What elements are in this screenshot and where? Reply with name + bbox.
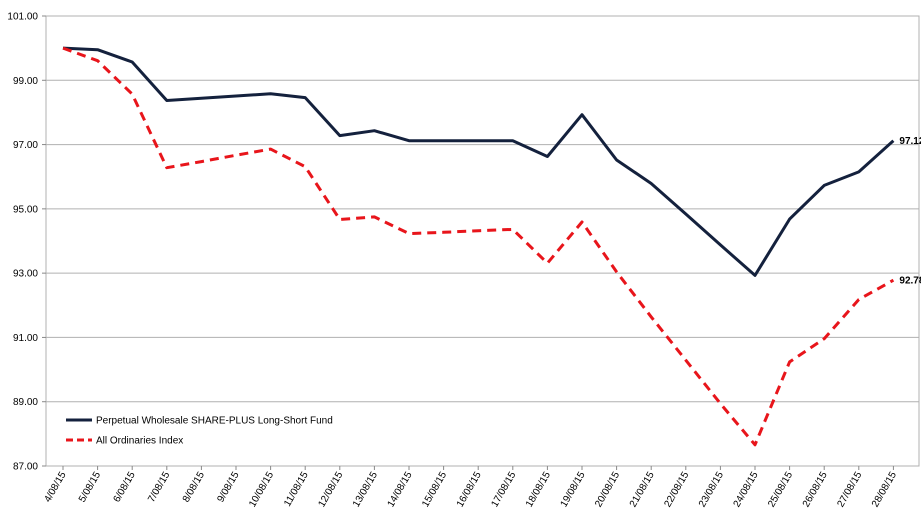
legend: Perpetual Wholesale SHARE-PLUS Long-Shor… — [66, 416, 333, 447]
x-axis-ticks: 4/08/15 5/08/15 6/08/15 7/08/15 8/08/15 9/08/… — [42, 466, 899, 509]
series-line — [62, 46, 895, 447]
x-tick-label: 18/08/15 — [524, 470, 553, 510]
legend-label: All Ordinaries Index — [96, 436, 183, 447]
y-tick-label: 89.00 — [13, 397, 38, 408]
x-tick-label: 25/08/15 — [766, 470, 795, 510]
y-tick-label: 95.00 — [13, 204, 38, 215]
y-axis-ticks: 87.00 89.00 91.00 93.00 95.00 97.00 99.00 101.0… — [7, 12, 46, 473]
end-label: 92.78 — [899, 276, 921, 287]
x-tick-label: 15/08/15 — [420, 470, 449, 510]
y-tick-label: 101.00 — [7, 12, 38, 23]
y-tick-label: 93.00 — [13, 269, 38, 280]
x-tick-label: 17/08/15 — [489, 470, 518, 510]
x-tick-label: 26/08/15 — [801, 470, 830, 510]
x-tick-label: 16/08/15 — [455, 470, 484, 510]
y-tick-label: 99.00 — [13, 76, 38, 87]
x-tick-label: 7/08/15 — [146, 470, 172, 505]
y-tick-label: 91.00 — [13, 333, 38, 344]
x-tick-label: 9/08/15 — [215, 470, 241, 505]
x-tick-label: 21/08/15 — [628, 470, 657, 510]
y-tick-label: 97.00 — [13, 140, 38, 151]
x-tick-label: 14/08/15 — [386, 470, 415, 510]
x-tick-label: 19/08/15 — [559, 470, 588, 510]
plot-area — [45, 15, 920, 467]
legend-label: Perpetual Wholesale SHARE-PLUS Long-Shor… — [96, 416, 333, 427]
x-tick-label: 27/08/15 — [835, 470, 864, 510]
x-tick-label: 12/08/15 — [316, 470, 345, 510]
series-line — [62, 46, 895, 277]
x-tick-label: 22/08/15 — [662, 470, 691, 510]
x-tick-label: 4/08/15 — [42, 470, 68, 505]
end-label: 97.12 — [899, 136, 921, 147]
x-tick-label: 24/08/15 — [732, 470, 761, 510]
x-tick-label: 20/08/15 — [593, 470, 622, 510]
x-tick-label: 10/08/15 — [247, 470, 276, 510]
x-tick-label: 11/08/15 — [282, 470, 311, 509]
series-lines — [62, 46, 895, 447]
x-tick-label: 13/08/15 — [351, 470, 380, 510]
x-tick-label: 8/08/15 — [181, 470, 207, 505]
x-tick-label: 5/08/15 — [77, 470, 103, 505]
y-tick-label: 87.00 — [13, 462, 38, 473]
x-tick-label: 6/08/15 — [112, 470, 138, 505]
x-tick-label: 28/08/15 — [870, 470, 899, 510]
end-labels: 97.12 92.78 — [899, 136, 921, 287]
x-tick-label: 23/08/15 — [697, 470, 726, 510]
